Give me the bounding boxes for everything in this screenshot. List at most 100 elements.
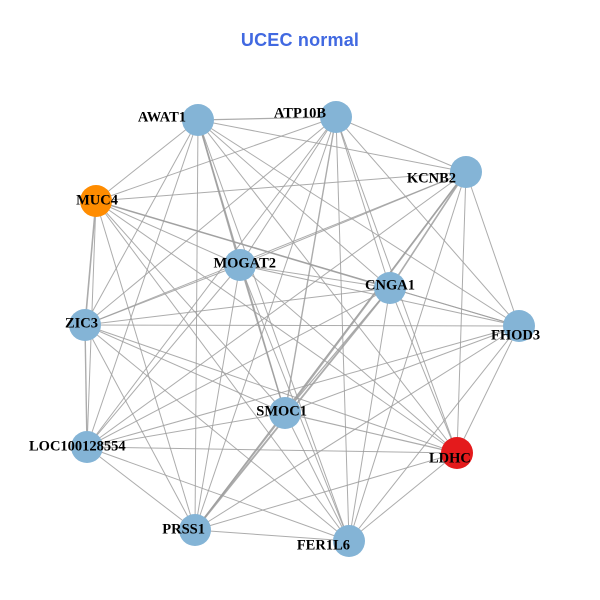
network-edge xyxy=(197,119,467,173)
node-label-atp10b: ATP10B xyxy=(274,105,326,121)
network-edge xyxy=(284,287,391,414)
network-edge xyxy=(239,264,286,414)
network-edge xyxy=(84,287,391,326)
edge-layer xyxy=(84,116,520,542)
network-edge xyxy=(197,116,337,121)
network-edge xyxy=(197,119,391,289)
node-label-loc100128554: LOC100128554 xyxy=(29,438,126,454)
network-node[interactable]: FHOD3 xyxy=(491,310,540,343)
network-node[interactable]: KCNB2 xyxy=(407,156,482,188)
node-label-ldhc: LDHC xyxy=(429,450,471,466)
network-node[interactable]: CNGA1 xyxy=(365,272,415,304)
network-edge xyxy=(348,287,391,542)
network-edge xyxy=(456,171,467,454)
network-edge xyxy=(194,264,241,531)
node-label-prss1: PRSS1 xyxy=(162,521,205,537)
network-edge xyxy=(95,200,286,414)
node-label-fhod3: FHOD3 xyxy=(491,327,540,343)
network-node[interactable]: ZIC3 xyxy=(65,309,101,341)
page-title: UCEC normal xyxy=(240,30,360,50)
node-circle-ldhc[interactable] xyxy=(441,437,473,469)
network-edge xyxy=(84,171,467,326)
node-circle-fer1l6[interactable] xyxy=(333,525,365,557)
network-edge xyxy=(335,116,350,542)
network-edge xyxy=(348,171,467,542)
network-edge xyxy=(84,264,241,326)
network-edge xyxy=(95,200,458,454)
network-edge xyxy=(84,324,196,531)
network-edge xyxy=(84,119,199,326)
network-edge xyxy=(239,171,467,266)
network-edge xyxy=(194,116,337,531)
node-circle-muc4[interactable] xyxy=(80,185,112,217)
network-edge xyxy=(194,529,350,542)
network-edge xyxy=(95,200,241,266)
network-edge xyxy=(239,264,391,289)
network-edge xyxy=(95,116,337,202)
node-label-zic3: ZIC3 xyxy=(65,315,98,331)
network-node[interactable]: AWAT1 xyxy=(138,104,214,136)
node-label-fer1l6: FER1L6 xyxy=(297,537,350,553)
network-edge xyxy=(86,446,458,454)
node-circle-kcnb2[interactable] xyxy=(450,156,482,188)
network-edge xyxy=(239,264,458,454)
network-edge xyxy=(86,264,241,448)
network-node[interactable]: SMOC1 xyxy=(256,397,307,429)
network-edge xyxy=(194,325,520,531)
node-circle-smoc1[interactable] xyxy=(269,397,301,429)
network-edge xyxy=(456,325,520,454)
network-edge xyxy=(84,324,286,414)
network-edge xyxy=(86,287,391,448)
network-edge xyxy=(284,325,520,414)
network-edge xyxy=(335,116,391,289)
network-edge xyxy=(348,452,458,542)
network-edge xyxy=(194,452,458,531)
network-edge xyxy=(465,171,520,327)
node-circle-awat1[interactable] xyxy=(182,104,214,136)
network-node[interactable]: MOGAT2 xyxy=(213,249,276,281)
network-edge xyxy=(84,324,458,454)
network-edge xyxy=(95,171,467,202)
node-circle-fhod3[interactable] xyxy=(503,310,535,342)
network-edge xyxy=(239,116,337,266)
node-circle-cnga1[interactable] xyxy=(374,272,406,304)
network-edge xyxy=(389,287,458,454)
network-node[interactable]: MUC4 xyxy=(76,185,118,217)
network-edge xyxy=(197,119,350,542)
network-edge xyxy=(389,171,467,289)
network-edge xyxy=(197,119,520,327)
network-edge xyxy=(95,200,391,289)
network-edge xyxy=(86,171,467,448)
network-edge xyxy=(197,119,458,454)
network-edge xyxy=(284,412,458,454)
network-edge xyxy=(95,200,196,531)
network-node[interactable]: LDHC xyxy=(429,437,473,469)
node-circle-zic3[interactable] xyxy=(69,309,101,341)
node-circle-prss1[interactable] xyxy=(179,514,211,546)
network-edge xyxy=(95,119,199,202)
network-edge xyxy=(84,324,88,448)
network-edge xyxy=(86,446,196,531)
network-edge xyxy=(84,116,337,326)
node-label-kcnb2: KCNB2 xyxy=(407,170,456,186)
network-node[interactable]: ATP10B xyxy=(274,101,352,133)
node-label-cnga1: CNGA1 xyxy=(365,277,415,293)
node-layer: AWAT1 ATP10B KCNB2 FHOD3 LDHC FER1L6 PRSS1 LOC1… xyxy=(29,101,540,557)
network-edge xyxy=(284,412,350,542)
node-label-mogat2: MOGAT2 xyxy=(213,255,276,271)
node-circle-loc100128554[interactable] xyxy=(71,431,103,463)
network-edge xyxy=(86,412,286,448)
network-edge xyxy=(389,287,520,327)
network-node[interactable]: LOC100128554 xyxy=(29,431,126,463)
network-node[interactable]: PRSS1 xyxy=(162,514,211,546)
node-circle-mogat2[interactable] xyxy=(224,249,256,281)
network-edge xyxy=(86,119,199,448)
network-node[interactable]: FER1L6 xyxy=(297,525,365,557)
node-label-smoc1: SMOC1 xyxy=(256,403,307,419)
node-circle-atp10b[interactable] xyxy=(320,101,352,133)
node-label-awat1: AWAT1 xyxy=(138,109,186,125)
node-label-muc4: MUC4 xyxy=(76,192,118,208)
network-edge xyxy=(86,325,520,448)
